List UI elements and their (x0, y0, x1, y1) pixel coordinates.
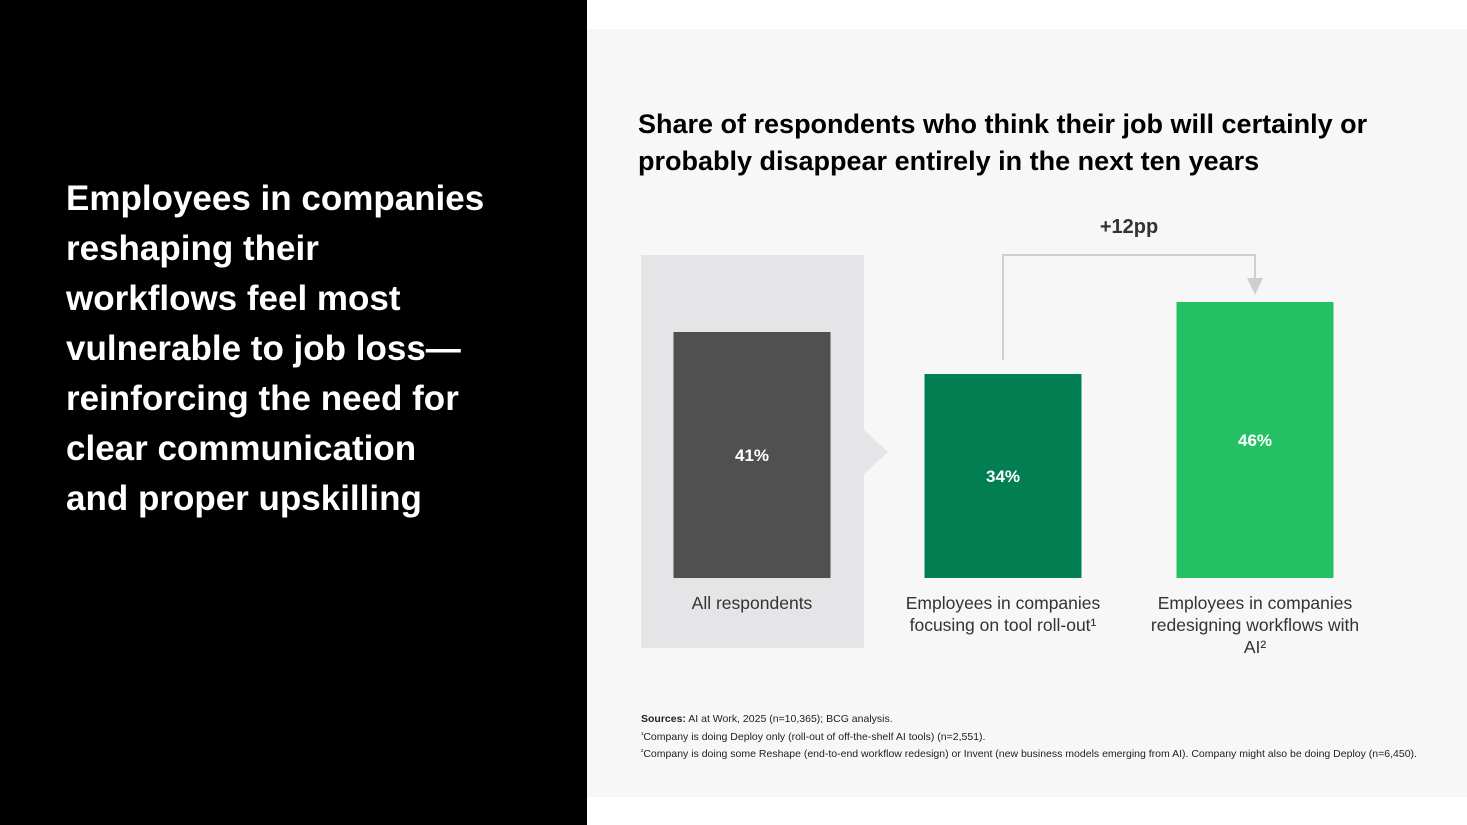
category-label-3: Employees in companies redesigning workfl… (1151, 593, 1359, 657)
annotation-arrowhead (1247, 278, 1263, 295)
sources: Sources: AI at Work, 2025 (n=10,365); BC… (641, 712, 1431, 763)
category-label-2: Employees in companies focusing on tool r… (906, 593, 1101, 635)
sources-text: AI at Work, 2025 (n=10,365); BCG analysi… (688, 713, 893, 725)
sources-label: Sources: (641, 713, 686, 725)
bar-1 (673, 332, 831, 578)
bar-2 (924, 374, 1082, 578)
headline: Employees in companies reshaping their w… (66, 179, 485, 518)
category-label-1: All respondents (692, 593, 813, 613)
annotation-connector (1002, 254, 1256, 360)
bar-3 (1176, 302, 1334, 578)
left-panel: Employees in companies reshaping their w… (0, 0, 587, 825)
chart-title: Share of respondents who think their job… (638, 109, 1368, 176)
footnote-2: Company is doing some Reshape (end-to-en… (643, 748, 1417, 760)
footnote-2-marker: ² (641, 749, 644, 756)
data-label-1: 41% (735, 446, 769, 465)
annotation-label: +12pp (1100, 216, 1158, 238)
data-label-3: 46% (1238, 431, 1272, 450)
footnote-1: Company is doing Deploy only (roll-out o… (643, 730, 986, 743)
footnote-1-marker: ¹ (641, 731, 644, 739)
data-label-2: 34% (986, 467, 1020, 486)
